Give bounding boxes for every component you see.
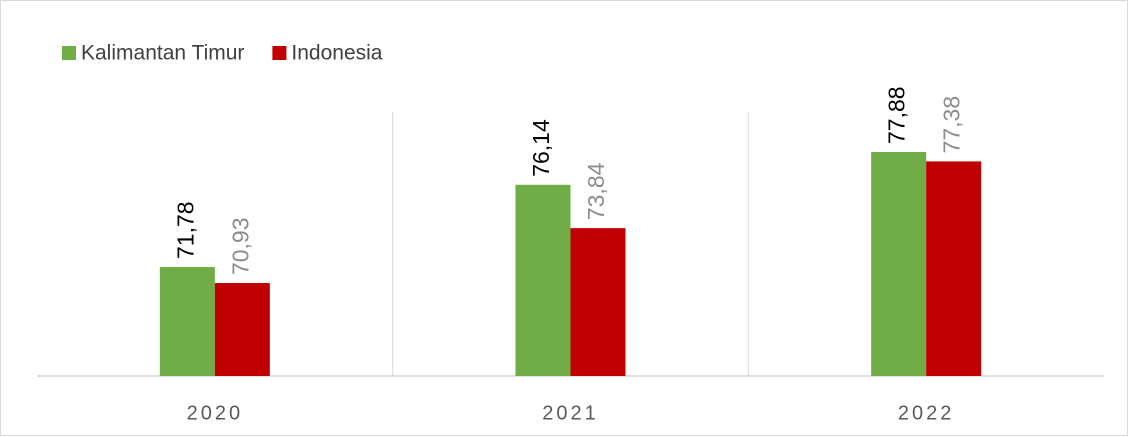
- data-label: 77,88: [884, 86, 910, 144]
- legend-swatch: [272, 46, 287, 60]
- legend-swatch: [62, 46, 76, 60]
- x-tick-label: 2022: [898, 402, 955, 424]
- bar: [159, 267, 215, 376]
- bar: [871, 151, 927, 376]
- x-tick-label: 2020: [187, 402, 244, 424]
- data-label: 73,84: [583, 162, 609, 220]
- data-label: 76,14: [528, 119, 554, 177]
- data-label: 71,78: [172, 201, 198, 259]
- bar: [515, 184, 571, 376]
- legend-label: Indonesia: [291, 42, 382, 65]
- data-label: 70,93: [227, 217, 253, 275]
- x-tick-label: 2021: [542, 402, 599, 424]
- bar: [214, 283, 270, 376]
- bar: [926, 161, 982, 376]
- legend-label: Kalimantan Timur: [81, 42, 244, 65]
- bar: [570, 228, 626, 376]
- data-label: 77,38: [939, 96, 965, 154]
